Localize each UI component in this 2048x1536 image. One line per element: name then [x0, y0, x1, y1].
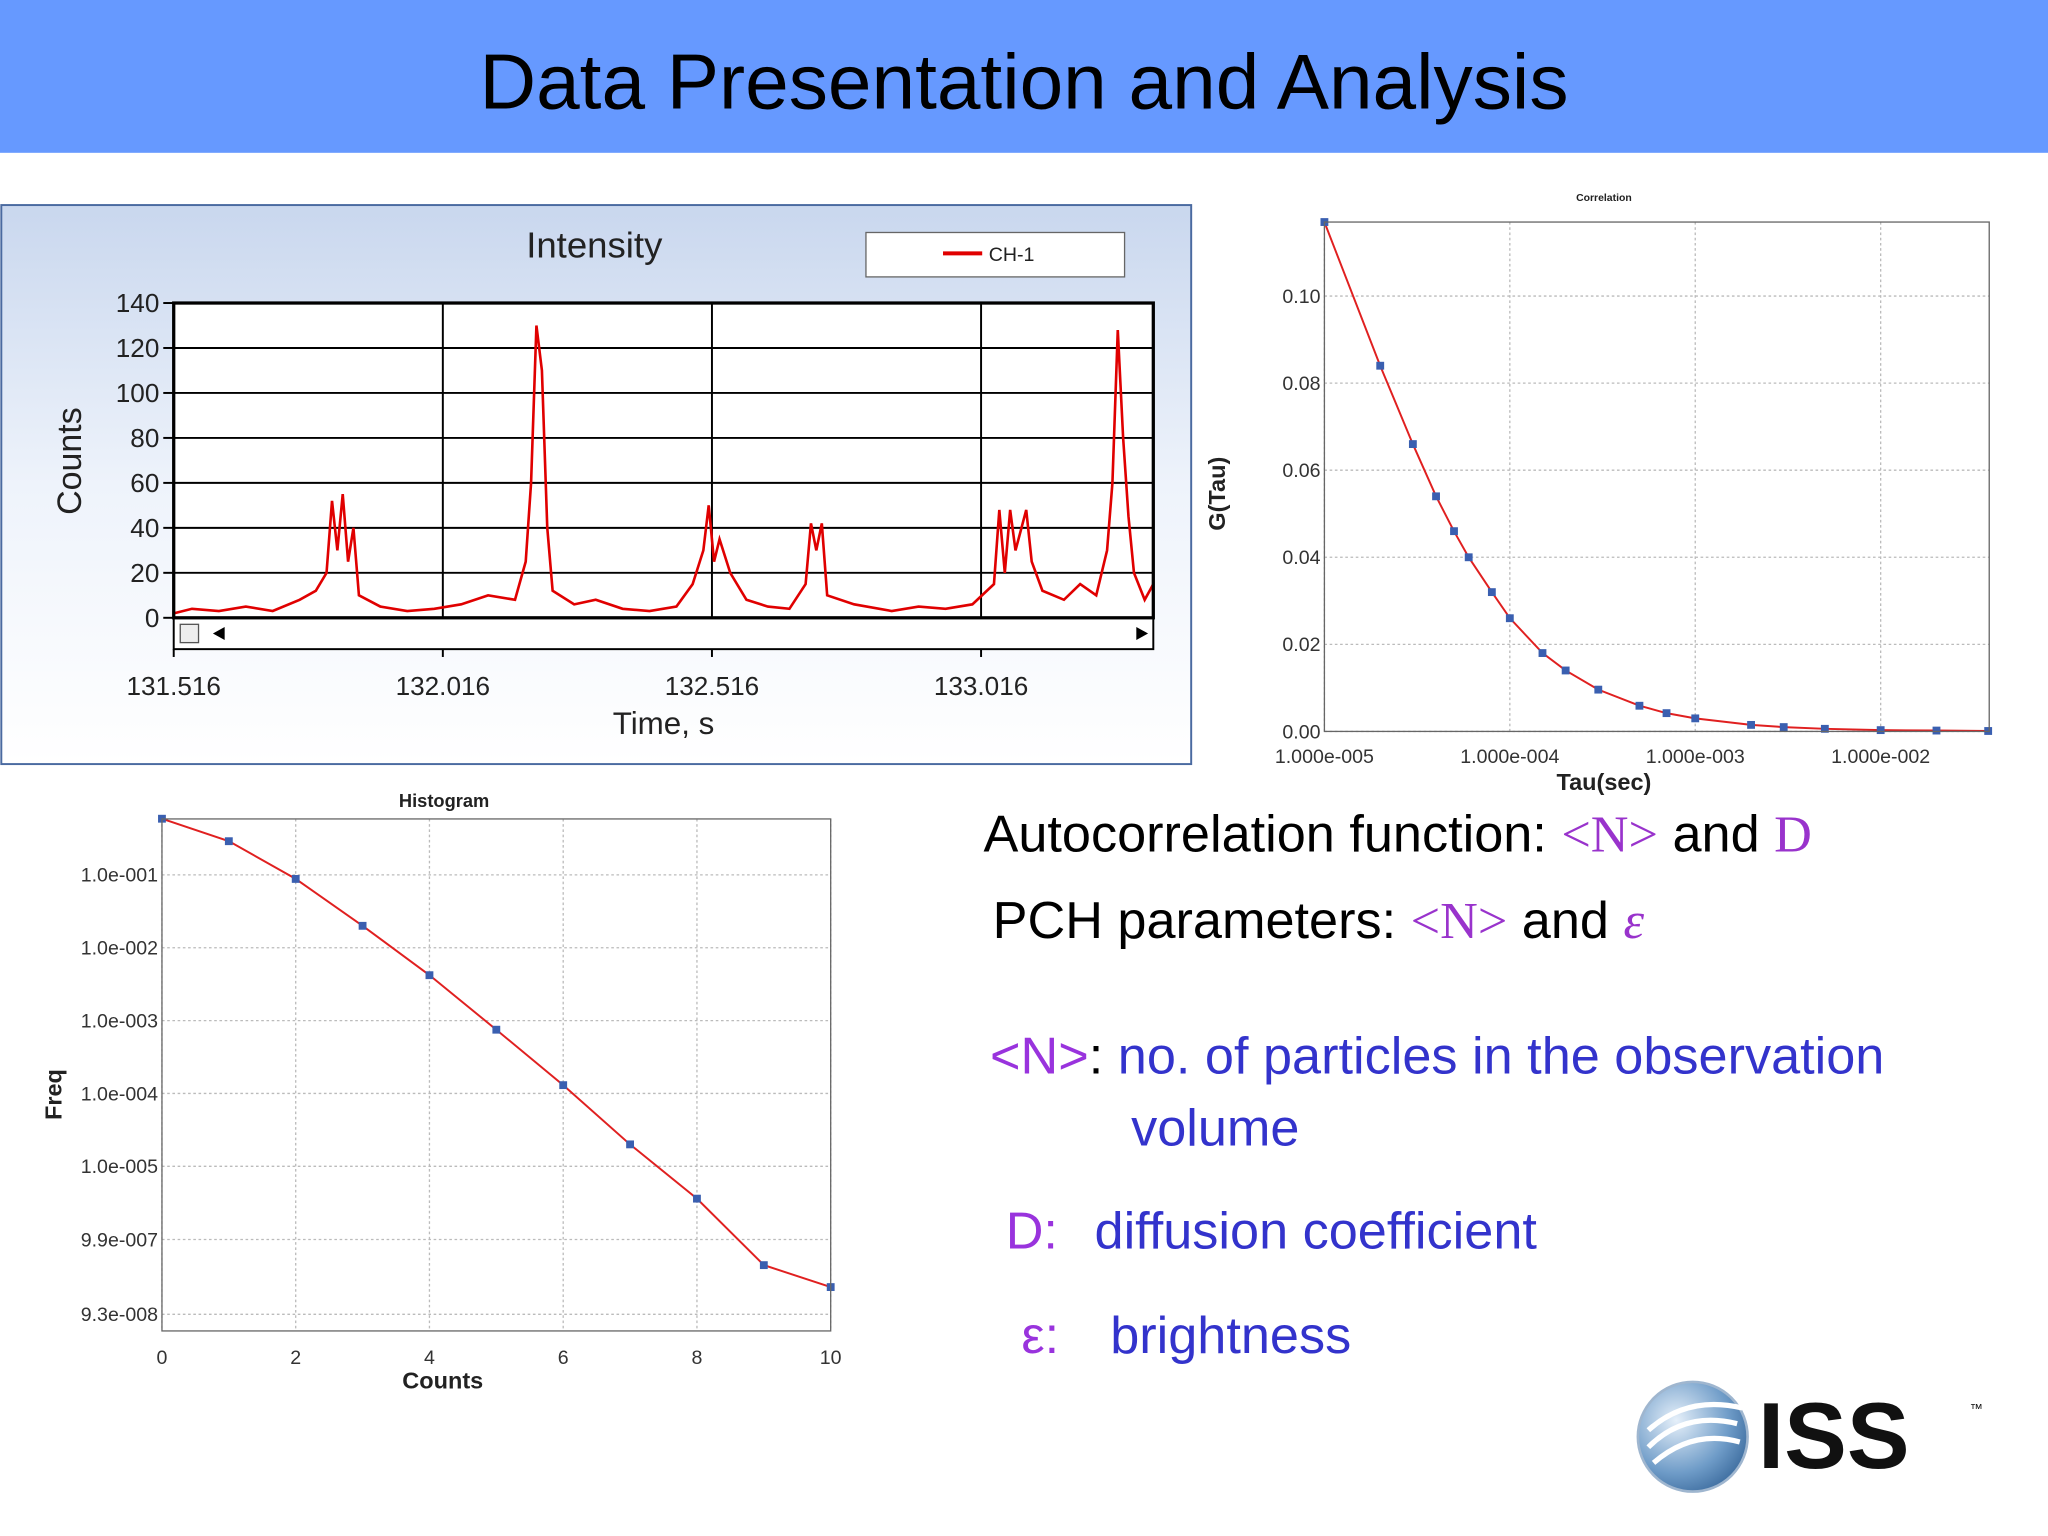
data-point [1464, 553, 1473, 562]
scrollbar[interactable] [172, 616, 1155, 651]
chart-title: Correlation [1576, 193, 1632, 204]
data-point [1408, 440, 1417, 448]
x-tick-label: 2 [290, 1347, 301, 1369]
y-tick-label: 0.02 [1282, 634, 1320, 656]
plot-frame [1323, 221, 1990, 733]
data-point [1487, 588, 1496, 597]
data-point [693, 1194, 701, 1203]
plot-background [1324, 222, 1990, 732]
data-point [1432, 492, 1440, 501]
data-point [1820, 724, 1829, 733]
data-point [1376, 361, 1385, 370]
y-tick-label: 0 [145, 603, 160, 633]
title-band [0, 0, 2048, 153]
data-point [224, 837, 233, 846]
x-tick-label: 8 [692, 1347, 703, 1369]
y-tick-label: 60 [130, 468, 159, 498]
x-axis-label: Counts [402, 1367, 483, 1393]
data-point [1662, 709, 1671, 718]
y-tick-label: 1.0e-001 [81, 865, 158, 887]
data-point [1450, 527, 1458, 536]
y-tick-label: 9.3e-008 [81, 1304, 158, 1326]
autocorrelation-line: Autocorrelation function: <N> and D [984, 806, 1812, 864]
x-tick-label: 132.516 [665, 671, 759, 701]
legend-box [865, 231, 1126, 278]
data-point [1561, 666, 1570, 675]
x-tick-label: 1.000e-002 [1831, 746, 1930, 768]
logo-emblem [1636, 1380, 1749, 1493]
y-axis-label: G(Tau) [1204, 457, 1230, 531]
data-point [1747, 720, 1755, 729]
plot-frame [161, 818, 832, 1332]
scroll-left-arrow[interactable] [212, 626, 225, 640]
data-point [1876, 726, 1885, 735]
y-tick-label: 0.00 [1282, 721, 1320, 743]
data-point [1594, 685, 1603, 694]
y-tick-label: 140 [116, 288, 160, 318]
data-point [291, 875, 300, 883]
x-tick-label: 131.516 [127, 671, 221, 701]
y-axis-label: Freq [40, 1069, 66, 1120]
x-tick-label: 1.000e-005 [1275, 746, 1374, 768]
data-point [492, 1025, 501, 1034]
legend-label: CH-1 [989, 244, 1035, 266]
y-tick-label: 1.0e-004 [81, 1083, 158, 1105]
y-tick-label: 120 [116, 333, 160, 363]
y-axis-label: Counts [51, 407, 89, 515]
x-tick-label: 6 [558, 1347, 569, 1369]
x-tick-label: 132.016 [396, 671, 490, 701]
x-tick-label: 133.016 [934, 671, 1028, 701]
y-tick-label: 40 [130, 513, 159, 543]
x-axis-label: Tau(sec) [1556, 769, 1651, 795]
x-axis-label: Time, s [613, 706, 715, 741]
logo-swoosh [1646, 1401, 1743, 1465]
data-point [358, 921, 367, 930]
chart-title: Intensity [526, 224, 663, 265]
x-tick-label: 4 [424, 1347, 435, 1369]
data-point [1505, 614, 1514, 623]
y-tick-label: 1.0e-002 [81, 938, 158, 960]
y-tick-label: 9.9e-007 [81, 1229, 158, 1251]
e-definition: ε: brightness [1021, 1307, 1351, 1365]
y-tick-label: 0.06 [1282, 460, 1320, 482]
pch-line: PCH parameters: <N> and ε [993, 892, 1645, 950]
data-line [173, 325, 1155, 615]
x-tick-label: 1.000e-003 [1646, 746, 1745, 768]
data-point [1538, 649, 1547, 657]
scroll-right-arrow[interactable] [1136, 626, 1149, 640]
plot-frame [172, 301, 1155, 620]
logo-text: ISS [1758, 1383, 1910, 1488]
slide-title: Data Presentation and Analysis [480, 37, 1569, 125]
logo-tm: ™ [1970, 1401, 1983, 1416]
data-point [626, 1140, 634, 1149]
d-definition: D: diffusion coefficient [1006, 1203, 1538, 1261]
y-tick-label: 0.04 [1282, 547, 1320, 569]
data-point [1932, 726, 1941, 735]
fit-line [1323, 221, 1989, 733]
data-point [1779, 723, 1788, 731]
y-tick-label: 1.0e-003 [81, 1010, 158, 1032]
data-point [1635, 701, 1644, 710]
y-tick-label: 1.0e-005 [81, 1156, 158, 1178]
y-tick-label: 80 [130, 423, 159, 453]
y-tick-label: 0.10 [1282, 286, 1320, 308]
data-point [559, 1081, 568, 1090]
y-tick-label: 0.08 [1282, 373, 1320, 395]
data-point [759, 1261, 768, 1270]
x-tick-label: 0 [157, 1347, 168, 1369]
x-tick-label: 10 [820, 1347, 842, 1369]
x-tick-label: 1.000e-004 [1460, 746, 1559, 768]
n-definition-cont: volume [1131, 1099, 1299, 1157]
plot-background [161, 818, 831, 1331]
plot-background [173, 303, 1154, 618]
data-point [1691, 714, 1700, 723]
n-definition: <N>: no. of particles in the observation [990, 1028, 1884, 1086]
y-tick-label: 100 [116, 378, 160, 408]
data-point [425, 971, 434, 980]
scroll-zoom-button[interactable] [179, 623, 200, 644]
chart-title: Histogram [399, 790, 489, 811]
y-tick-label: 20 [130, 558, 159, 588]
